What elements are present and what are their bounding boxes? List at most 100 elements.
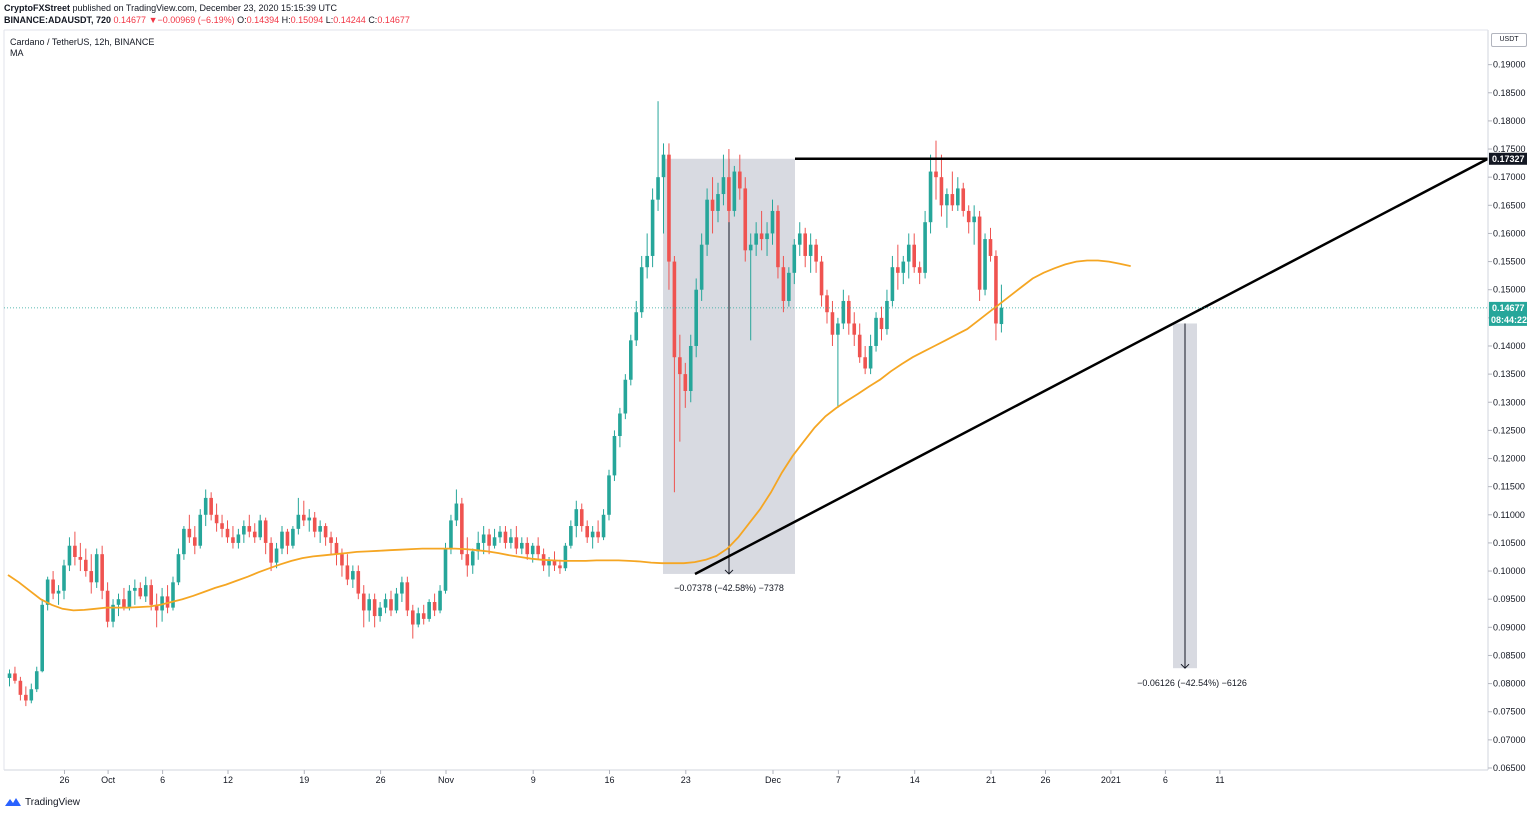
candle-body	[438, 590, 442, 611]
legend-title[interactable]: Cardano / TetherUS, 12h, BINANCE	[10, 37, 155, 47]
candle-body	[100, 554, 104, 591]
candle-body	[552, 559, 557, 566]
candle-body	[116, 599, 121, 605]
candle-body	[187, 528, 192, 538]
candle-body	[716, 194, 720, 211]
candle-body	[67, 545, 72, 566]
axes: 0.06500 0.07000 0.07500 0.08000 0.08500 0.090…	[3, 29, 1526, 785]
candle-body	[569, 526, 573, 546]
candle-body	[154, 604, 159, 611]
tradingview-logo-icon[interactable]	[4, 796, 22, 808]
candle-body	[618, 413, 622, 437]
candle-body	[465, 554, 470, 566]
x-tick-label: 19	[299, 775, 309, 785]
candle-body	[939, 177, 944, 206]
candle-body	[40, 604, 44, 672]
support-trendline	[694, 157, 1489, 576]
candle-body	[209, 497, 213, 515]
current-price-tag-bg	[1489, 301, 1527, 326]
legend-ma[interactable]: MA	[10, 48, 24, 58]
candle-body	[579, 509, 584, 527]
candle-body	[182, 528, 186, 555]
close-label: C:	[368, 15, 378, 25]
candle-body	[56, 590, 61, 594]
footer-brand[interactable]: TradingView	[25, 796, 81, 808]
candle-body	[78, 556, 83, 560]
candle-body	[525, 542, 530, 555]
resistance-tag: 0.17327	[1489, 152, 1527, 165]
candle-body	[329, 537, 333, 543]
y-tick-label: 0.17000	[1493, 172, 1526, 182]
candle-body	[547, 559, 551, 566]
candle-body	[710, 199, 715, 211]
x-tick-label: 26	[1040, 775, 1050, 785]
candle-body	[776, 210, 780, 268]
y-tick-label: 0.11500	[1493, 482, 1525, 492]
candle-body	[427, 602, 431, 619]
candle-body	[585, 526, 589, 538]
candle-body	[312, 517, 317, 532]
x-tick-label: 26	[59, 775, 69, 785]
candle-body	[656, 177, 660, 200]
candle-body	[351, 571, 355, 580]
measure-label-2: −0.06126 (−42.54%) −6126	[1137, 678, 1247, 688]
candle-body	[220, 523, 224, 529]
high-label: H:	[281, 15, 291, 25]
close-value: 0.14677	[377, 15, 410, 25]
candle-body	[868, 345, 873, 369]
measure-arrowhead-2	[1180, 663, 1190, 669]
candle-body	[808, 244, 813, 256]
candle-body	[45, 579, 50, 605]
candle-body	[318, 526, 322, 532]
candle-body	[721, 177, 726, 195]
candle-body	[694, 289, 698, 346]
moving-average	[7, 259, 1131, 612]
candle-body	[558, 565, 562, 569]
candle-body	[999, 307, 1004, 325]
y-tick-label: 0.10500	[1493, 538, 1526, 548]
candle-body	[607, 475, 611, 515]
candle-body	[732, 171, 737, 211]
candle-body	[498, 531, 502, 538]
price-tags: 0.17327 0.14677 08:44:22	[1489, 152, 1527, 326]
candle-body	[683, 374, 688, 391]
candle-body	[18, 680, 23, 695]
candle-body	[847, 300, 851, 324]
y-tick-label: 0.17500	[1493, 144, 1526, 154]
candle-body	[476, 542, 480, 552]
candle-body	[334, 542, 339, 555]
candle-body	[645, 255, 649, 268]
candle-body	[73, 545, 77, 557]
ohlc-line: BINANCE:ADAUSDT, 720 0.14677 ▼−0.00969 (…	[4, 15, 410, 25]
candle-body	[688, 345, 693, 391]
candle-body	[988, 239, 993, 256]
x-tick-label: 26	[376, 775, 386, 785]
candle-body	[890, 267, 895, 301]
candle-body	[51, 579, 55, 594]
currency-badge[interactable]: USDT	[1491, 33, 1527, 47]
publisher[interactable]: CryptoFXStreet	[4, 3, 71, 13]
x-tick-label: 7	[836, 775, 841, 785]
candle-body	[629, 340, 633, 380]
candle-body	[770, 210, 775, 234]
candle-body	[836, 323, 840, 335]
candle-body	[443, 548, 448, 591]
current-price-tag-label: 0.14677	[1492, 303, 1525, 313]
candle-body	[934, 171, 938, 178]
current-price-tag: 0.14677 08:44:22	[1489, 301, 1527, 326]
candle-body	[133, 587, 137, 591]
candle-body	[171, 582, 175, 608]
candle-body	[678, 357, 682, 375]
y-tick-label: 0.18000	[1493, 116, 1526, 126]
candle-body	[896, 267, 900, 273]
candle-body	[231, 537, 235, 543]
y-tick-label: 0.13000	[1493, 397, 1526, 407]
candle-body	[574, 509, 579, 527]
resistance-tag-bg	[1489, 152, 1527, 165]
candle-body	[509, 537, 513, 543]
candle-body	[727, 177, 731, 211]
candle-body	[612, 436, 617, 476]
candle-body	[803, 233, 807, 256]
candle-body	[13, 673, 17, 681]
